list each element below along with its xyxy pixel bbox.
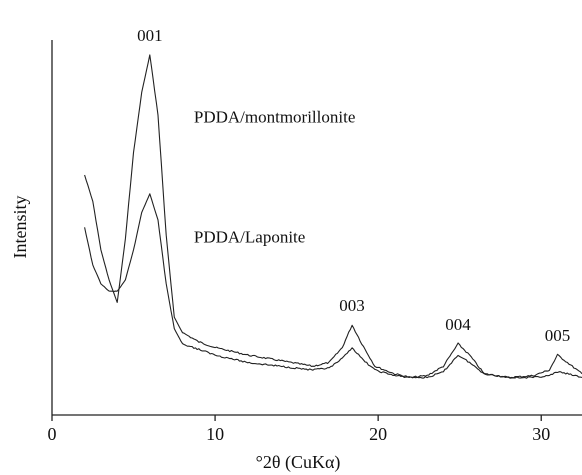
x-tick-label: 0 [48, 424, 57, 444]
x-ticks: 0 10 20 30 [48, 415, 550, 444]
x-tick-label: 20 [369, 424, 387, 444]
axes [51, 40, 582, 416]
curves [84, 54, 582, 379]
peak-labels: 001 003 004 005 [137, 26, 570, 345]
x-tick-label: 30 [532, 424, 550, 444]
curve-1 [84, 193, 582, 379]
series-label-1: PDDA/Laponite [194, 228, 305, 247]
peak-label-003: 003 [339, 296, 365, 315]
series-label-0: PDDA/montmorillonite [194, 108, 356, 127]
peak-label-004: 004 [445, 315, 471, 334]
curve-0 [84, 54, 582, 379]
x-tick-label: 10 [206, 424, 224, 444]
x-axis-title: °2θ (CuKα) [256, 452, 341, 473]
peak-label-001: 001 [137, 26, 163, 45]
curve-labels: PDDA/montmorillonite PDDA/Laponite [194, 108, 356, 247]
peak-label-005: 005 [545, 326, 571, 345]
y-axis-title: Intensity [10, 196, 30, 259]
